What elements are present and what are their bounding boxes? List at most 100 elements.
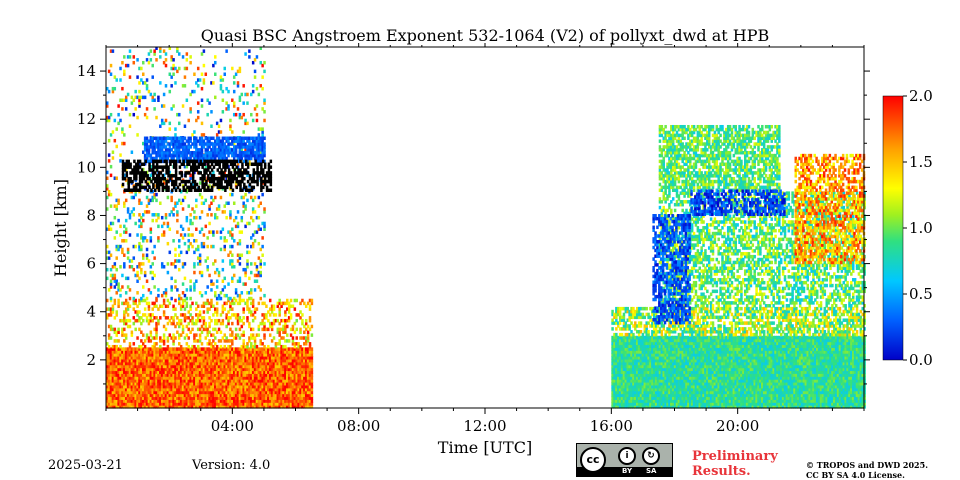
heatmap-cell — [232, 239, 236, 243]
heatmap-cell — [232, 273, 236, 278]
heatmap-cell — [113, 402, 117, 406]
heatmap-cell — [117, 367, 120, 372]
heatmap-cell — [121, 379, 124, 383]
heatmap-cell — [153, 405, 156, 409]
heatmap-cell — [113, 376, 117, 380]
heatmap-cell — [178, 379, 181, 383]
heatmap-cell — [259, 296, 262, 301]
heatmap-cell — [178, 259, 181, 263]
heatmap-cell — [263, 142, 266, 146]
heatmap-cell — [189, 361, 192, 366]
heatmap-cell — [193, 364, 196, 369]
heatmap-cell — [159, 399, 162, 403]
heatmap-cell — [208, 221, 211, 226]
heatmap-cell — [229, 118, 232, 123]
heatmap-cell — [149, 330, 153, 334]
heatmap-cell — [142, 370, 145, 374]
heatmap-cell — [244, 204, 247, 208]
heatmap-cell — [189, 350, 192, 354]
heatmap-cell — [126, 247, 130, 252]
heatmap-cell — [138, 390, 141, 395]
heatmap-cell — [168, 353, 172, 357]
heatmap-cell — [126, 63, 130, 68]
heatmap-cell — [111, 370, 115, 374]
heatmap-cell — [164, 373, 168, 377]
heatmap-cell — [107, 373, 111, 377]
heatmap-cell — [259, 227, 262, 231]
heatmap-cell — [193, 262, 196, 266]
heatmap-cell — [155, 361, 158, 366]
heatmap-cell — [168, 350, 172, 354]
heatmap-cell — [145, 361, 149, 366]
heatmap-cell — [164, 353, 168, 357]
heatmap-cell — [149, 373, 153, 377]
heatmap-cell — [134, 347, 137, 351]
heatmap-cell — [111, 373, 115, 377]
heatmap-cell — [187, 336, 190, 340]
heatmap-cell — [147, 347, 151, 351]
heatmap-cell — [106, 387, 109, 392]
heatmap-cell — [153, 98, 156, 102]
heatmap-cell — [204, 198, 208, 203]
heatmap-cell — [149, 227, 153, 231]
heatmap-cell — [255, 279, 259, 283]
heatmap-cell — [113, 353, 117, 357]
heatmap-cell — [195, 396, 198, 400]
heatmap-cell — [121, 367, 124, 372]
heatmap-cell — [263, 262, 266, 266]
heatmap-cell — [191, 233, 194, 237]
heatmap-cell — [117, 350, 120, 354]
heatmap-cell — [109, 399, 113, 403]
heatmap-cell — [153, 382, 156, 386]
heatmap-cell — [191, 384, 194, 389]
heatmap-cell — [176, 402, 179, 406]
heatmap-cell — [183, 373, 187, 377]
heatmap-cell — [119, 78, 122, 82]
heatmap-cell — [106, 373, 109, 377]
heatmap-cell — [130, 405, 134, 409]
heatmap-cell — [196, 115, 200, 120]
heatmap-cell — [198, 347, 202, 351]
heatmap-cell — [113, 393, 117, 398]
heatmap-cell — [142, 367, 145, 372]
heatmap-cell — [210, 213, 213, 217]
heatmap-cell — [119, 224, 122, 229]
heatmap-cell — [293, 307, 297, 311]
heatmap-cell — [151, 370, 154, 374]
heatmap-cell — [172, 399, 175, 403]
heatmap-cell — [172, 58, 175, 62]
heatmap-cell — [109, 393, 113, 398]
heatmap-cell — [132, 358, 136, 363]
heatmap-cell — [164, 350, 168, 354]
heatmap-cell — [185, 98, 189, 102]
heatmap-cell — [200, 353, 204, 357]
heatmap-cell — [126, 373, 130, 377]
heatmap-cell — [202, 387, 206, 392]
heatmap-cell — [132, 353, 136, 357]
heatmap-cell — [109, 390, 113, 395]
heatmap-cell — [187, 118, 190, 123]
heatmap-cell — [191, 402, 194, 406]
heatmap-cell — [195, 382, 198, 386]
heatmap-cell — [145, 399, 149, 403]
heatmap-cell — [200, 376, 204, 380]
heatmap-cell — [145, 353, 149, 357]
heatmap-cell — [168, 367, 172, 372]
heatmap-cell — [129, 162, 132, 167]
heatmap-cell — [200, 358, 204, 363]
heatmap-cell — [166, 347, 170, 351]
heatmap-cell — [189, 356, 192, 360]
heatmap-cell — [263, 118, 266, 123]
heatmap-cell — [162, 390, 166, 395]
heatmap-cell — [128, 358, 132, 363]
heatmap-cell — [179, 296, 183, 301]
heatmap-cell — [147, 353, 151, 357]
heatmap-cell — [261, 244, 264, 249]
heatmap-cell — [179, 361, 183, 366]
heatmap-cell — [204, 224, 208, 229]
heatmap-cell — [155, 370, 158, 374]
heatmap-cell — [232, 81, 236, 85]
heatmap-cell — [138, 353, 141, 357]
heatmap-cell — [272, 336, 276, 340]
heatmap-cell — [170, 390, 173, 395]
